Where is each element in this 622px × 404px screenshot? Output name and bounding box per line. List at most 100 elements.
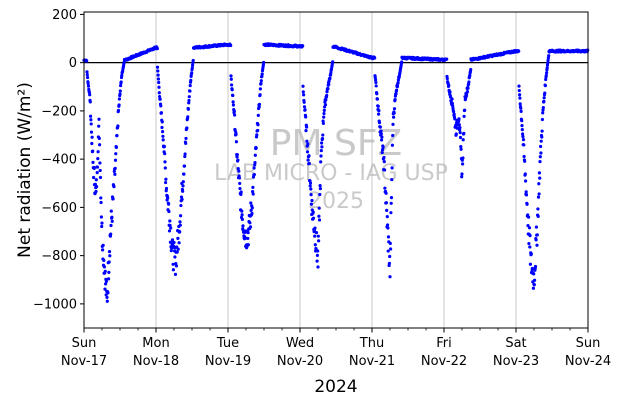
data-point	[120, 73, 124, 78]
data-point	[527, 241, 531, 246]
data-point	[89, 122, 93, 126]
data-point	[88, 100, 92, 104]
data-point	[160, 125, 164, 130]
data-point	[175, 250, 179, 254]
data-point	[90, 141, 94, 146]
data-point	[164, 177, 168, 181]
data-point	[313, 243, 317, 247]
data-point	[250, 211, 254, 216]
data-point	[463, 108, 467, 112]
data-point	[85, 70, 89, 74]
data-point	[520, 119, 524, 123]
x-tick-label-day: Mon	[142, 336, 169, 351]
data-point	[163, 166, 167, 170]
data-point	[168, 219, 172, 223]
data-point	[388, 241, 392, 245]
data-point	[115, 134, 119, 138]
data-point	[460, 175, 464, 179]
data-point	[317, 214, 321, 218]
data-point	[162, 144, 166, 149]
y-tick-label: 200	[52, 8, 77, 23]
data-point	[240, 209, 244, 213]
data-point	[317, 218, 322, 222]
data-point	[96, 157, 100, 161]
data-point	[380, 150, 384, 155]
data-point	[114, 145, 118, 149]
data-point	[390, 166, 394, 170]
data-point	[520, 128, 524, 132]
data-point	[314, 231, 319, 235]
x-tick-label-day: Tue	[216, 336, 239, 351]
data-point	[101, 243, 105, 247]
data-point	[544, 77, 548, 82]
data-point	[246, 236, 250, 241]
data-point	[327, 82, 331, 87]
data-point	[238, 181, 242, 186]
data-point	[533, 278, 537, 282]
data-point	[469, 68, 473, 72]
data-point	[454, 132, 458, 136]
data-point	[118, 89, 122, 93]
data-point	[375, 97, 379, 101]
data-point	[306, 142, 310, 146]
data-point	[301, 84, 305, 88]
data-point	[181, 180, 185, 184]
data-point	[183, 152, 187, 156]
data-point	[521, 134, 525, 139]
data-point	[451, 104, 455, 108]
data-point	[323, 103, 328, 107]
data-point	[176, 236, 180, 240]
data-point	[542, 96, 546, 100]
data-point	[400, 60, 404, 64]
x-tick-label-day: Fri	[436, 336, 452, 351]
data-point	[250, 206, 254, 210]
data-point	[92, 175, 96, 180]
data-point	[380, 138, 384, 142]
x-tick-label-date: Nov-23	[493, 354, 539, 369]
data-point	[102, 258, 106, 262]
data-point	[384, 201, 388, 205]
data-point	[532, 283, 536, 287]
data-point	[395, 88, 399, 92]
data-point	[308, 181, 313, 185]
data-point	[543, 84, 548, 88]
data-point	[324, 98, 328, 102]
data-point	[92, 166, 96, 170]
data-point	[157, 80, 161, 85]
data-point	[251, 185, 255, 190]
data-point	[534, 238, 538, 242]
data-point	[518, 93, 522, 97]
data-point	[161, 129, 165, 134]
data-point	[534, 225, 539, 229]
data-point	[522, 154, 526, 159]
y-tick-label: −800	[41, 249, 77, 264]
data-point	[183, 154, 187, 159]
data-point	[328, 76, 332, 80]
data-point	[237, 176, 241, 180]
data-point	[315, 259, 319, 263]
data-point	[252, 166, 256, 170]
data-point	[545, 63, 550, 67]
data-point	[317, 239, 321, 243]
data-point	[447, 83, 451, 88]
data-point	[524, 193, 529, 197]
data-point	[85, 73, 89, 77]
watermark-line-2: LAB MICRO - IAG USP	[214, 161, 448, 186]
x-tick-label-date: Nov-20	[277, 354, 323, 369]
data-point	[178, 223, 182, 227]
data-point	[546, 61, 550, 65]
data-point	[229, 74, 233, 78]
data-point	[104, 279, 109, 284]
data-point	[310, 198, 314, 203]
data-point	[461, 162, 465, 166]
watermark-line-3: 2025	[308, 189, 364, 214]
data-point	[305, 150, 310, 154]
data-point	[98, 175, 103, 180]
data-point	[258, 87, 262, 91]
data-point	[168, 223, 172, 228]
data-point	[173, 272, 178, 276]
data-point	[243, 236, 247, 240]
data-point	[100, 224, 104, 229]
data-point	[540, 135, 544, 139]
